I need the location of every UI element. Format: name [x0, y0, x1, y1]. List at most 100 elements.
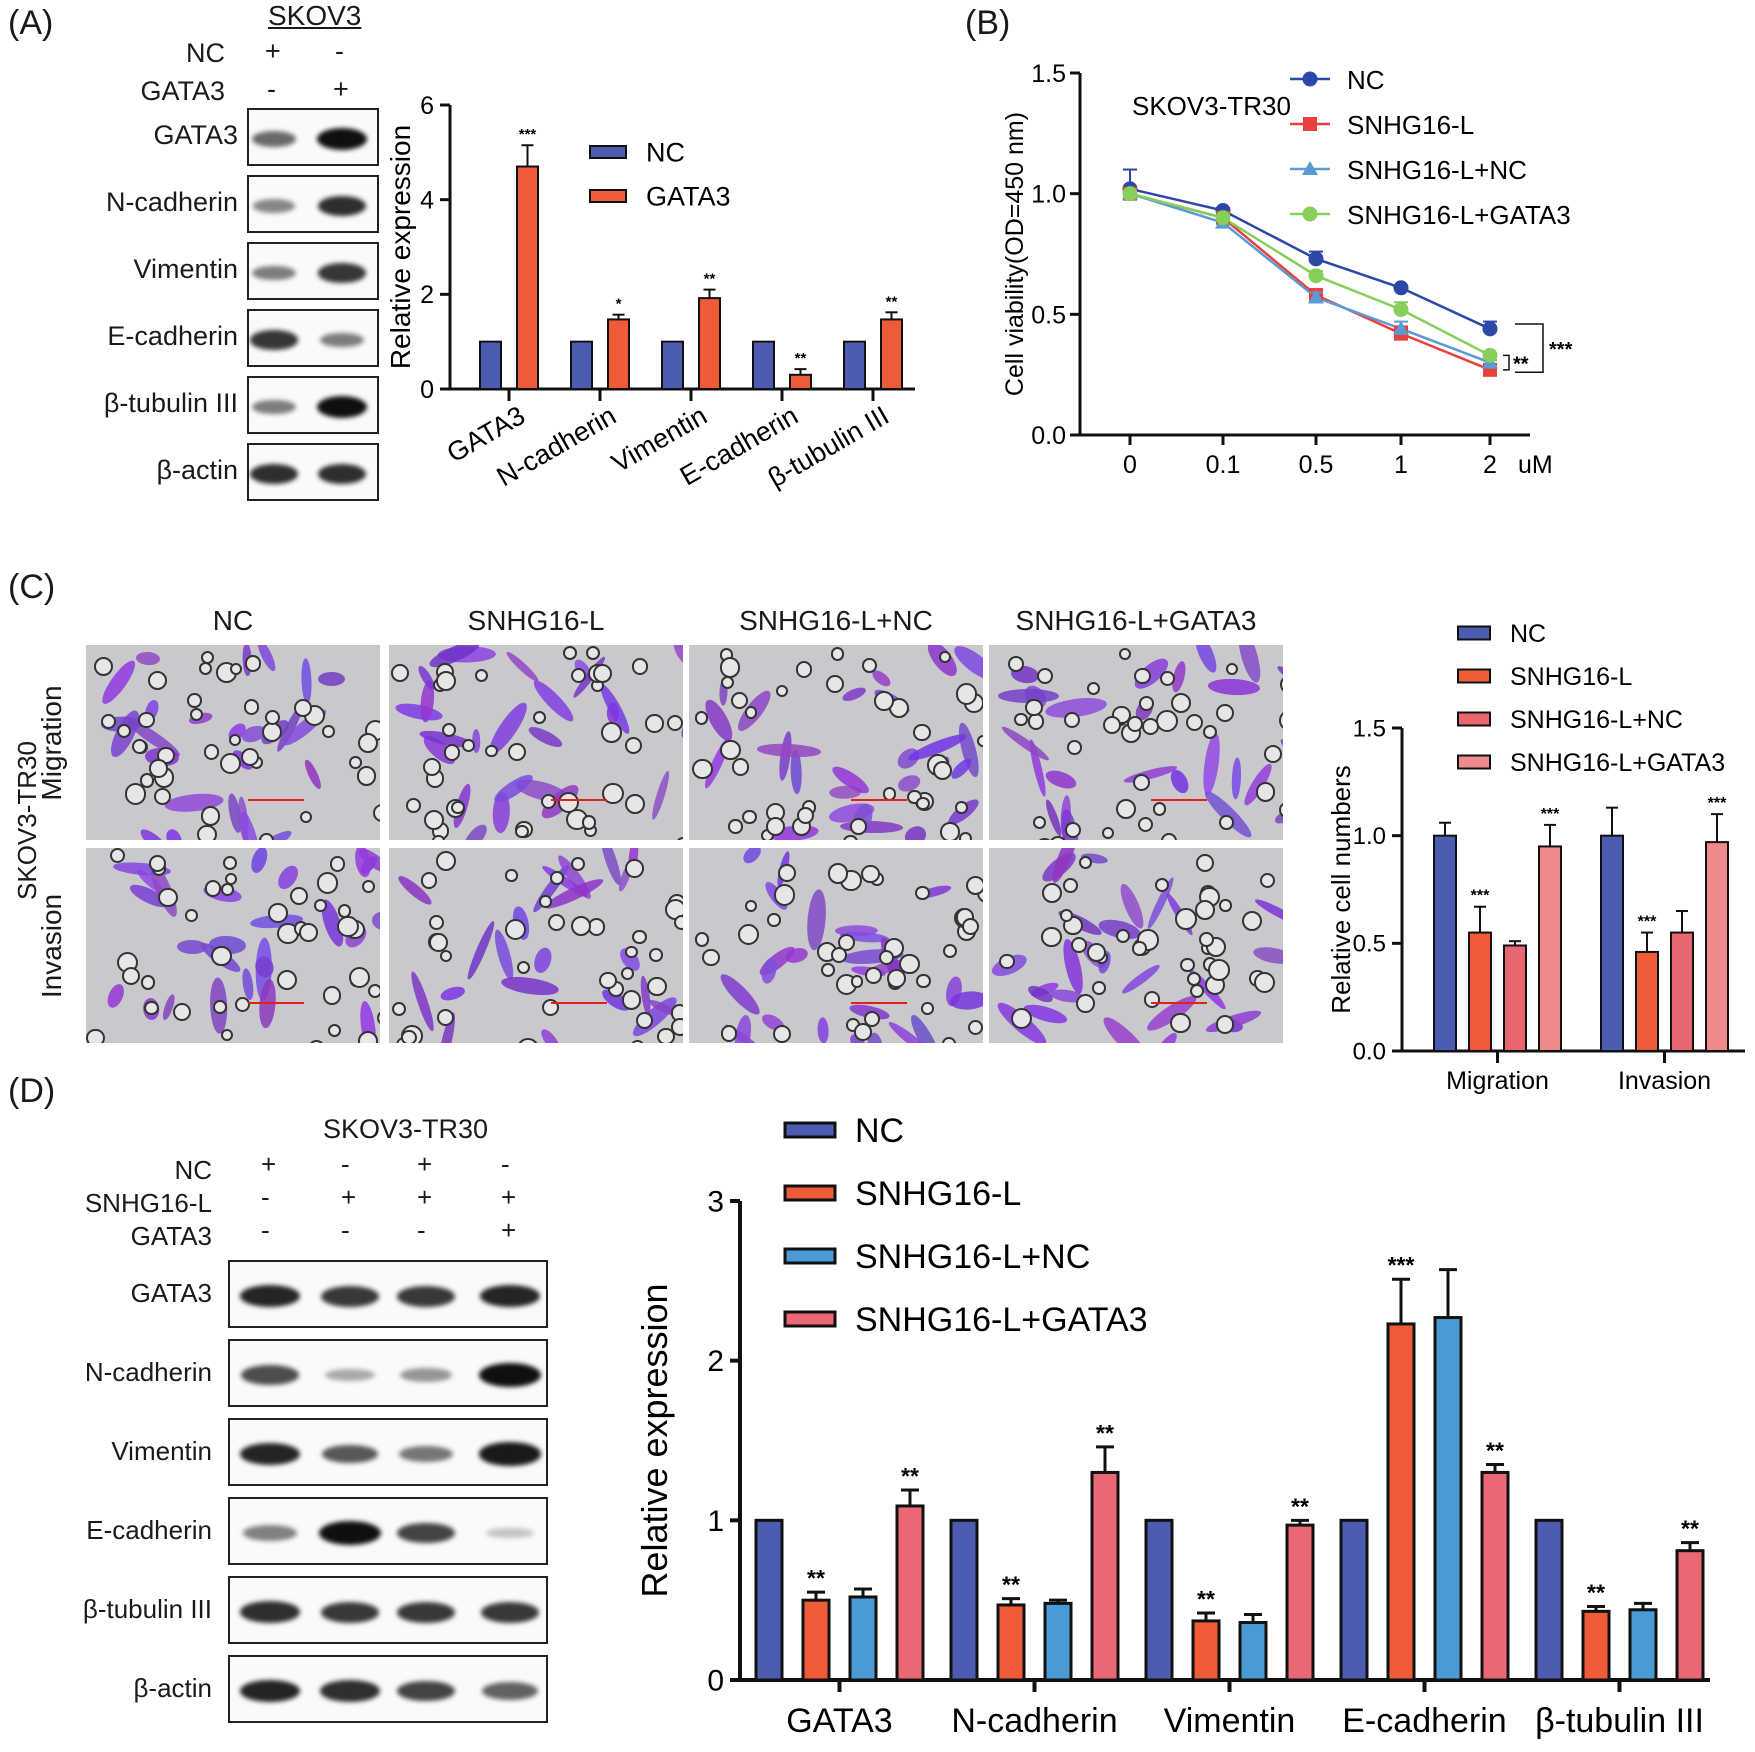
pore: [999, 953, 1015, 969]
legend-label: NC: [855, 1112, 904, 1150]
bar: [570, 340, 593, 390]
micrograph-column-label: NC: [212, 605, 254, 636]
legend-swatch: [589, 145, 627, 159]
pore: [742, 809, 757, 825]
significance-mark: ***: [1388, 1252, 1415, 1278]
stained-cell: [1190, 645, 1220, 675]
y-tick-label: 1.5: [1031, 60, 1066, 88]
bar: [1433, 834, 1457, 1052]
stained-cell: [240, 967, 256, 1001]
stained-cell: [407, 969, 438, 1033]
pore: [200, 806, 221, 826]
pore: [222, 855, 237, 870]
legend-label: SNHG16-L: [855, 1175, 1021, 1213]
micrograph-column-label: SNHG16-L+NC: [739, 605, 933, 636]
y-tick-label: 0.5: [1031, 301, 1066, 329]
blot-lane-mark: -: [501, 1149, 510, 1179]
pore: [420, 872, 438, 890]
significance-mark: ***: [1549, 339, 1573, 361]
pore: [1032, 816, 1046, 830]
pore: [1139, 696, 1154, 711]
pore: [940, 822, 960, 840]
blot-a-mark: -: [335, 36, 344, 66]
pore: [505, 869, 518, 882]
blot-a-row-label: GATA3: [140, 76, 225, 106]
pore: [94, 656, 114, 677]
protein-band: [252, 265, 296, 281]
pore: [265, 710, 281, 726]
panel-label-d: (D): [8, 1072, 56, 1110]
pore: [1071, 936, 1088, 954]
pore: [140, 975, 156, 990]
pore: [562, 645, 578, 660]
blot-row-label: NC: [174, 1155, 212, 1185]
blot-lane-mark: -: [341, 1149, 350, 1179]
pore: [624, 945, 638, 959]
pore: [842, 834, 858, 840]
legend-label: SNHG16-L+NC: [1347, 155, 1527, 185]
y-axis-title: Relative cell numbers: [1326, 765, 1356, 1014]
blot-strip: [228, 1497, 548, 1565]
bar: [479, 340, 502, 390]
protein-band: [320, 1601, 380, 1623]
protein-band: [324, 1368, 376, 1382]
pore: [1103, 715, 1122, 734]
stained-cell: [1252, 944, 1283, 967]
bar: [789, 373, 812, 390]
blot-strip: [247, 309, 379, 367]
chart-title: SKOV3-TR30: [1132, 91, 1291, 121]
significance-mark: **: [704, 271, 716, 288]
blot-band-label: β-tubulin III: [103, 388, 238, 418]
pore: [1255, 781, 1276, 802]
pore: [132, 739, 148, 755]
pore: [1278, 709, 1283, 732]
pore: [1101, 827, 1114, 840]
bar: [516, 165, 539, 390]
blot-a-mark: -: [267, 74, 276, 104]
y-tick-label: 0.0: [1353, 1038, 1386, 1065]
pore: [451, 800, 465, 815]
pore: [148, 854, 167, 873]
protein-band: [241, 1365, 299, 1385]
pore: [144, 1000, 159, 1015]
blot-d-cell-line: SKOV3-TR30: [323, 1114, 489, 1144]
pore: [1037, 667, 1054, 684]
bar: [880, 318, 903, 390]
pore: [220, 752, 242, 774]
blot-strip: [228, 1339, 548, 1407]
pore: [321, 725, 335, 739]
pore: [1134, 667, 1151, 684]
pore: [539, 895, 552, 908]
blot-lane-mark: -: [261, 1182, 270, 1212]
stained-cell: [1230, 757, 1242, 801]
pore: [547, 913, 565, 932]
pore: [220, 1028, 234, 1042]
pore: [122, 966, 141, 985]
stained-cell: [740, 848, 764, 867]
pore: [358, 1031, 379, 1043]
panel-label-c: (C): [8, 568, 56, 606]
x-tick-label: β-tubulin III: [1535, 1702, 1704, 1740]
bar: [1534, 1518, 1564, 1682]
protein-band: [400, 1367, 452, 1383]
pore: [692, 758, 713, 779]
data-point: [1308, 289, 1324, 304]
blot-band-label: β-actin: [133, 1673, 212, 1703]
pore: [322, 986, 342, 1005]
x-tick-label: E-cadherin: [1342, 1702, 1506, 1740]
pore: [258, 833, 274, 840]
chart-b-cell-viability: 0.0 0.5 1.0 1.5 0 0.1 0.5 1 2 uM Cell viability(OD…: [1001, 60, 1573, 479]
blot-strip: [228, 1576, 548, 1644]
significance-mark: ***: [1471, 888, 1490, 905]
pore: [744, 900, 758, 913]
data-point: [1308, 268, 1324, 284]
pore: [1160, 832, 1178, 840]
pore: [428, 914, 445, 931]
pore: [401, 1029, 417, 1043]
bar: [895, 1504, 925, 1682]
blot-lane-mark: +: [501, 1215, 517, 1245]
significance-mark: **: [1197, 1586, 1215, 1612]
x-tick-label: Migration: [1446, 1067, 1549, 1095]
bar: [607, 318, 630, 390]
pore: [204, 880, 222, 897]
